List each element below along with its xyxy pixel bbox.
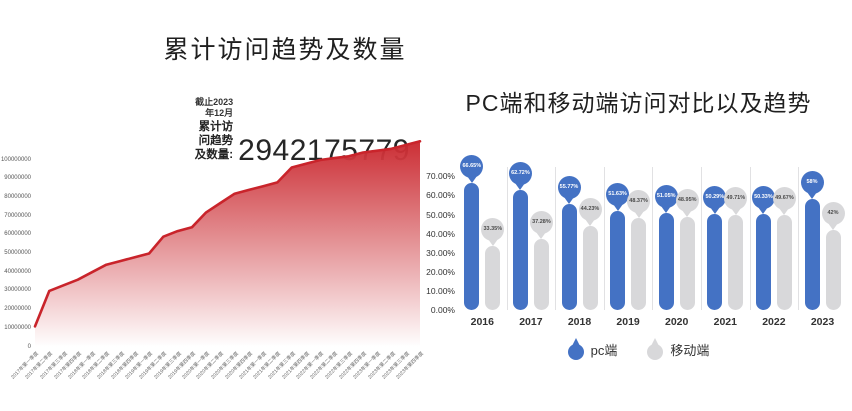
year-label: 2017 bbox=[519, 316, 543, 328]
pc-value-balloon: 62.72% bbox=[508, 162, 532, 186]
mobile-value-balloon: 33.35% bbox=[481, 218, 505, 242]
pc-value-balloon: 66.65% bbox=[460, 154, 484, 178]
mobile-bar bbox=[728, 215, 744, 310]
y-axis-tick-label: 10000000 bbox=[4, 324, 31, 331]
pc-value-balloon: 50.33% bbox=[751, 185, 775, 209]
legend-item-pc: pc端 bbox=[567, 337, 618, 360]
year-label: 2018 bbox=[567, 316, 592, 328]
comparison-chart-title: PC端和移动端访问对比以及趋势 bbox=[465, 90, 812, 116]
pc-balloon-tail bbox=[466, 175, 477, 183]
pc-bar bbox=[464, 182, 480, 310]
pc-bar bbox=[512, 190, 528, 310]
legend-item-mobile: 移动端 bbox=[647, 337, 710, 360]
y-axis-tick-label: 20000000 bbox=[4, 306, 31, 313]
mobile-value-balloon: 48.37% bbox=[627, 189, 651, 213]
year-separator-line bbox=[701, 167, 702, 310]
mobile-bar bbox=[825, 229, 841, 310]
y-axis-tick-label: 30.00% bbox=[426, 247, 455, 258]
cumulative-visits-panel: 累计访问趋势及数量 截止2023年12月 累计访问趋势及数量: 29421757… bbox=[0, 36, 425, 380]
year-label: 2021 bbox=[713, 316, 737, 328]
y-axis-tick-label: 0.00% bbox=[430, 305, 455, 315]
mobile-bar bbox=[533, 238, 549, 310]
legend-label-mobile: 移动端 bbox=[670, 342, 710, 358]
year-label: 2022 bbox=[762, 316, 786, 328]
pc-value-balloon: 51.05% bbox=[654, 184, 678, 208]
mobile-balloon-tail bbox=[536, 231, 547, 239]
mobile-balloon-tail bbox=[633, 210, 644, 218]
mobile-balloon-tail bbox=[779, 208, 790, 216]
pc-balloon-tail bbox=[515, 183, 526, 191]
stat-asof-date: 截止2023年12月 bbox=[195, 97, 234, 119]
mobile-bar bbox=[485, 246, 501, 310]
pc-drop-icon bbox=[567, 337, 584, 360]
pc-balloon-tail bbox=[758, 206, 769, 214]
year-label: 2023 bbox=[810, 316, 835, 328]
mobile-balloon-tail bbox=[585, 218, 595, 226]
mobile-value-balloon: 37.28% bbox=[529, 210, 553, 234]
stat-label: 累计访问趋势及数量: bbox=[194, 120, 234, 162]
pc-bar bbox=[804, 199, 820, 310]
pc-bar bbox=[658, 212, 674, 310]
mobile-balloon-tail bbox=[487, 239, 498, 247]
y-axis-tick-label: 50000000 bbox=[4, 250, 31, 256]
cumulative-area-chart: 100000000 90000000 80000000 70000000 6000000… bbox=[0, 140, 425, 380]
mobile-balloon-tail bbox=[828, 222, 838, 230]
pc-bar bbox=[610, 211, 626, 310]
pc-value-balloon: 58% bbox=[800, 171, 824, 195]
pc-value-balloon: 55.77% bbox=[557, 175, 581, 199]
pc-balloon-tail bbox=[661, 205, 672, 213]
mobile-bar bbox=[631, 217, 647, 310]
mobile-bar bbox=[679, 216, 695, 310]
year-separator-line bbox=[506, 167, 508, 310]
y-axis-tick-label: 40000000 bbox=[4, 268, 31, 275]
chart-legend: pc端 移动端 bbox=[425, 336, 852, 362]
cumulative-chart-title: 累计访问趋势及数量 bbox=[163, 36, 407, 64]
cumulative-stat-labels: 截止2023年12月 累计访问趋势及数量: bbox=[190, 97, 233, 166]
pc-balloon-tail bbox=[709, 206, 720, 214]
mobile-drop-icon bbox=[647, 337, 664, 360]
y-axis-tick-label: 100000000 bbox=[0, 156, 31, 163]
y-axis-tick-label: 90000000 bbox=[4, 175, 31, 182]
year-separator-line bbox=[798, 167, 800, 310]
mobile-value-balloon: 49.67% bbox=[772, 187, 796, 211]
pc-value-balloon: 50.29% bbox=[703, 185, 727, 209]
year-separator-line bbox=[652, 167, 654, 310]
year-label: 2020 bbox=[665, 316, 689, 328]
year-label: 2019 bbox=[616, 316, 640, 328]
mobile-value-balloon: 44.23% bbox=[578, 197, 602, 221]
mobile-value-balloon: 42% bbox=[821, 201, 845, 225]
year-separator-line bbox=[555, 167, 557, 310]
mobile-value-balloon: 48.95% bbox=[675, 188, 699, 212]
mobile-bar bbox=[582, 225, 598, 310]
mobile-bar bbox=[776, 215, 792, 310]
year-separator-line bbox=[749, 167, 751, 310]
legend-label-pc: pc端 bbox=[590, 342, 618, 358]
year-label: 2016 bbox=[470, 316, 494, 328]
y-axis-tick-label: 80000000 bbox=[4, 193, 31, 200]
y-axis-tick-label: 0 bbox=[27, 343, 31, 350]
pc-balloon-tail bbox=[807, 192, 817, 200]
y-axis-tick-label: 60000000 bbox=[4, 231, 31, 238]
pc-bar bbox=[707, 213, 723, 310]
area-series bbox=[33, 140, 422, 347]
mobile-balloon-tail bbox=[730, 208, 741, 216]
mobile-balloon-tail bbox=[682, 209, 693, 217]
y-axis-tick-label: 50.00% bbox=[426, 209, 455, 220]
pc-mobile-bar-chart: 0.00% 10.00% 20.00% 30.00% 40.00% 50.00% 60.00… bbox=[425, 0, 852, 411]
y-axis-tick-label: 10.00% bbox=[426, 285, 455, 296]
pc-balloon-tail bbox=[564, 196, 574, 204]
y-axis-tick-label: 70000000 bbox=[4, 212, 31, 219]
year-separator-line bbox=[603, 167, 605, 310]
pc-vs-mobile-panel: PC端和移动端访问对比以及趋势 0.00% 10.00% 20.00% 30.00% 4… bbox=[425, 0, 852, 411]
y-axis-tick-label: 20.00% bbox=[426, 266, 455, 277]
mobile-value-balloon: 49.71% bbox=[724, 187, 748, 211]
y-axis-tick-label: 30000000 bbox=[4, 287, 31, 294]
pc-value-balloon: 51.63% bbox=[606, 183, 630, 207]
pc-balloon-tail bbox=[612, 204, 623, 212]
pc-bar bbox=[561, 203, 577, 310]
y-axis-tick-label: 40.00% bbox=[426, 228, 455, 239]
y-axis-tick-label: 60.00% bbox=[426, 190, 455, 201]
pc-bar bbox=[755, 213, 771, 310]
y-axis-tick-label: 70.00% bbox=[426, 171, 455, 182]
